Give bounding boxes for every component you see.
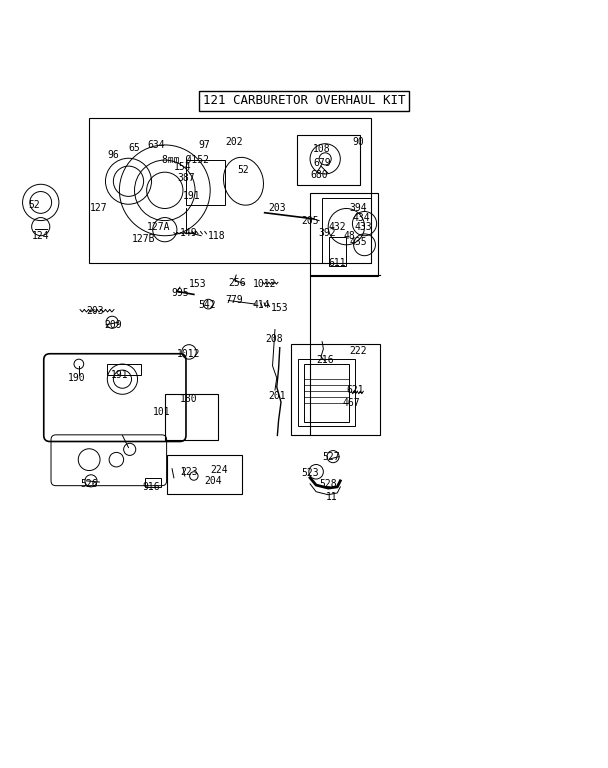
Bar — [298, 359, 356, 426]
Text: 204: 204 — [204, 476, 222, 486]
Bar — [297, 134, 360, 186]
Text: 611: 611 — [328, 258, 346, 268]
Text: 153: 153 — [271, 303, 289, 313]
Text: 209: 209 — [105, 320, 122, 330]
Text: 8mm Ø152: 8mm Ø152 — [162, 155, 210, 165]
Text: 205: 205 — [301, 216, 319, 226]
Text: 542: 542 — [198, 300, 216, 310]
Text: 65: 65 — [129, 143, 140, 153]
Text: 190: 190 — [68, 373, 86, 383]
Text: 256: 256 — [229, 278, 246, 288]
Text: 203: 203 — [86, 306, 104, 316]
Text: 222: 222 — [350, 346, 367, 356]
Text: 414: 414 — [253, 300, 271, 310]
Text: 52: 52 — [238, 165, 249, 175]
Text: 392: 392 — [318, 227, 336, 237]
Text: 124: 124 — [32, 230, 49, 240]
Text: 433: 433 — [354, 222, 372, 232]
Text: 118: 118 — [207, 230, 225, 240]
Text: 621: 621 — [347, 385, 364, 395]
Text: 180: 180 — [180, 394, 198, 404]
Text: 48: 48 — [344, 230, 355, 240]
Text: 527: 527 — [322, 452, 340, 462]
Text: 779: 779 — [226, 296, 243, 306]
Text: 1012: 1012 — [178, 349, 201, 359]
Bar — [107, 364, 140, 375]
Text: 223: 223 — [180, 467, 198, 477]
Bar — [291, 344, 379, 435]
Bar — [145, 478, 161, 487]
Bar — [304, 364, 350, 422]
Text: 96: 96 — [108, 151, 119, 161]
Text: 634: 634 — [147, 140, 165, 150]
Text: 434: 434 — [353, 213, 370, 223]
Text: 52: 52 — [29, 200, 41, 210]
Text: 191: 191 — [111, 370, 128, 380]
Bar — [165, 394, 218, 440]
Text: 101: 101 — [153, 408, 171, 418]
Text: 432: 432 — [328, 222, 346, 232]
Text: 11: 11 — [325, 492, 337, 502]
Text: 680: 680 — [310, 170, 328, 180]
Bar — [167, 455, 242, 494]
Text: 203: 203 — [268, 204, 286, 214]
Text: 108: 108 — [313, 144, 331, 154]
Text: 387: 387 — [177, 174, 195, 184]
Text: 216: 216 — [316, 355, 334, 365]
Text: 191: 191 — [183, 191, 201, 201]
Text: 90: 90 — [353, 137, 364, 147]
Text: 127A: 127A — [147, 222, 170, 232]
Text: 435: 435 — [350, 237, 367, 247]
Text: 97: 97 — [198, 140, 210, 150]
Bar — [89, 118, 370, 263]
Text: 394: 394 — [350, 204, 367, 214]
Text: 224: 224 — [210, 465, 228, 475]
Text: 995: 995 — [171, 288, 188, 298]
Text: 121 CARBURETOR OVERHAUL KIT: 121 CARBURETOR OVERHAUL KIT — [202, 94, 406, 108]
Text: 154: 154 — [174, 162, 192, 172]
Text: 467: 467 — [342, 399, 360, 409]
Text: 526: 526 — [80, 479, 98, 489]
Text: 127: 127 — [89, 204, 107, 214]
Text: 916: 916 — [143, 482, 161, 492]
Text: 1012: 1012 — [253, 279, 277, 289]
Text: 528: 528 — [319, 479, 337, 489]
Text: 153: 153 — [189, 279, 207, 289]
Text: 523: 523 — [301, 468, 319, 478]
Bar — [330, 237, 347, 266]
Text: 127B: 127B — [132, 233, 156, 243]
Bar — [186, 160, 226, 206]
Text: 201: 201 — [268, 391, 286, 401]
Text: 202: 202 — [226, 137, 243, 147]
Text: 679: 679 — [313, 158, 331, 168]
Text: 208: 208 — [265, 333, 283, 343]
Bar — [322, 197, 370, 263]
Text: 149: 149 — [180, 227, 198, 237]
Bar — [310, 194, 378, 276]
